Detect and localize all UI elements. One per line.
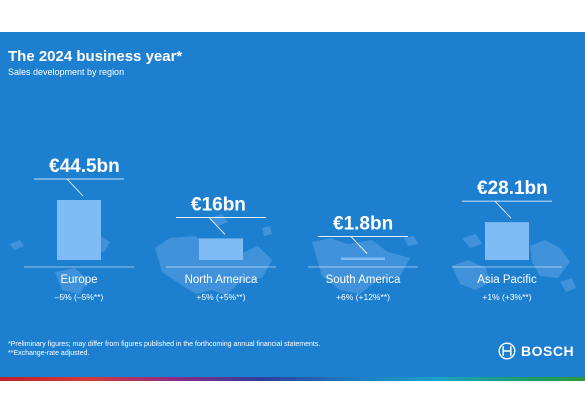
value-label-north-america: €16bn (191, 194, 246, 215)
chart-subtitle: Sales development by region (8, 67, 125, 77)
change-label-europe: –5% (–5%**) (55, 292, 104, 302)
bar-asia-pacific (485, 222, 529, 260)
change-label-asia-pacific: +1% (+3%**) (482, 292, 531, 302)
footnote-exchange-rate: **Exchange-rate adjusted. (8, 350, 90, 357)
bar-north-america (199, 238, 243, 260)
value-leader-south-america (350, 236, 368, 254)
footnote-preliminary: *Preliminary figures; may differ from fi… (8, 341, 321, 348)
bosch-wordmark: BOSCH (521, 343, 575, 359)
category-label-asia-pacific: Asia Pacific (477, 274, 537, 286)
bar-chart: €44.5bn Europe –5% (–5%**) €16bn North Ameri… (24, 156, 562, 302)
slide: The 2024 business year* Sales developmen… (0, 32, 585, 377)
category-label-europe: Europe (60, 274, 97, 286)
change-label-north-america: +5% (+5%**) (196, 292, 245, 302)
value-label-south-america: €1.8bn (333, 214, 393, 235)
value-label-europe: €44.5bn (49, 156, 120, 177)
category-label-south-america: South America (326, 274, 401, 286)
bosch-logo: BOSCH (498, 342, 574, 360)
bar-europe (57, 200, 101, 260)
value-leader-north-america (208, 217, 226, 235)
value-leader-asia-pacific (494, 200, 512, 219)
category-label-north-america: North America (185, 274, 258, 286)
world-map-background (10, 214, 576, 296)
change-label-south-america: +6% (+12%**) (336, 292, 390, 302)
chart-title: The 2024 business year* (8, 48, 183, 65)
brand-color-strip (0, 377, 585, 381)
bosch-armature-icon (498, 342, 516, 360)
value-label-asia-pacific: €28.1bn (477, 178, 548, 199)
bar-south-america (341, 257, 385, 260)
value-leader-europe (66, 178, 84, 197)
